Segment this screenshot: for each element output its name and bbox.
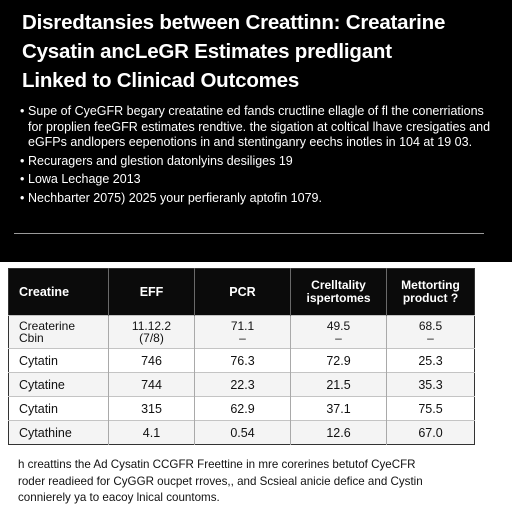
column-header-label: EFF: [139, 284, 164, 299]
cell-subvalue: –: [335, 331, 342, 345]
bullet-item: Recuragers and glestion datonlyins desil…: [20, 154, 498, 170]
table-cell: 744: [108, 372, 195, 397]
table-cell: 22.3: [194, 372, 291, 397]
table-cell: 37.1: [290, 396, 387, 421]
comparison-table: Creatine EFF PCR Crelltality ispertomes M…: [8, 268, 475, 445]
column-header: Mettorting product ?: [387, 269, 475, 316]
column-header: Creatine: [8, 268, 109, 316]
footer-note: h creattins the Ad Cysatin CCGFR Freetti…: [18, 457, 498, 507]
row-label: Cytatin: [8, 348, 109, 373]
table-cell: 746: [108, 348, 195, 373]
cell-subvalue: –: [239, 331, 246, 345]
cell-subvalue: –: [427, 331, 434, 345]
bullet-item: Nechbarter 2075) 2025 your perfieranly a…: [20, 191, 498, 207]
column-header: Crelltality ispertomes: [290, 268, 387, 316]
bullet-item: Supe of CyeGFR begary creatatine ed fand…: [20, 104, 498, 151]
column-header-label: Crelltality: [311, 278, 366, 292]
bullet-list: Supe of CyeGFR begary creatatine ed fand…: [20, 104, 498, 209]
row-label: Cytatine: [8, 372, 109, 397]
row-label: Createrine Cbin: [8, 315, 109, 349]
cell-subvalue: (7/8): [139, 331, 164, 345]
title-line: Disredtansies between Creattinn: Creatar…: [22, 11, 446, 34]
table-cell: 72.9: [290, 348, 387, 373]
row-label-text: Createrine: [19, 319, 76, 333]
footer-line: connierely ya to eacoy lnical countoms.: [18, 491, 220, 504]
table-body: Createrine Cbin 11.12.2 (7/8) 71.1– 49.5– …: [8, 315, 475, 445]
table-cell: 76.3: [194, 348, 291, 373]
divider: [14, 233, 484, 234]
table-cell: 75.5: [386, 396, 475, 421]
table-cell: 4.1: [108, 420, 195, 445]
table-cell: 35.3: [386, 372, 475, 397]
table-cell: 71.1–: [194, 315, 291, 349]
column-header-sublabel: product ?: [402, 291, 459, 305]
table-cell: 11.12.2 (7/8): [108, 315, 195, 349]
cell-value: 68.5: [418, 319, 443, 333]
row-label: Cytatin: [8, 396, 109, 421]
footer-line: h creattins the Ad Cysatin CCGFR Freetti…: [18, 458, 416, 471]
table-row: Createrine Cbin 11.12.2 (7/8) 71.1– 49.5– …: [8, 315, 475, 349]
cell-value: 11.12.2: [131, 319, 172, 333]
page-title: Disredtansies between Creattinn: Creatar…: [22, 8, 502, 95]
table-cell: 315: [108, 396, 195, 421]
header-panel: Disredtansies between Creattinn: Creatar…: [0, 0, 512, 262]
footer-line: roder readieed for CyGGR oucpet rroves,,…: [18, 474, 423, 488]
column-header-label: Mettorting: [401, 278, 460, 292]
table-cell: 67.0: [386, 420, 475, 445]
table-cell: 12.6: [290, 420, 387, 445]
table-cell: 25.3: [386, 348, 475, 373]
comparison-table-container: Creatine EFF PCR Crelltality ispertomes M…: [8, 268, 475, 445]
bullet-item: Lowa Lechage 2013: [20, 172, 498, 188]
row-label: Cytathine: [8, 420, 109, 445]
table-cell: 21.5: [290, 372, 387, 397]
column-header-sublabel: ispertomes: [306, 291, 371, 305]
table-row: Cytathine 4.1 0.54 12.6 67.0: [8, 420, 475, 445]
cell-value: 71.1: [230, 319, 255, 333]
column-header-label: Creatine: [19, 284, 70, 299]
table-header-row: Creatine EFF PCR Crelltality ispertomes M…: [8, 268, 475, 316]
table-row: Cytatin 315 62.9 37.1 75.5: [8, 396, 475, 421]
column-header: EFF: [108, 268, 195, 316]
row-label-subtext: Cbin: [19, 331, 44, 345]
table-cell: 0.54: [194, 420, 291, 445]
table-cell: 49.5–: [290, 315, 387, 349]
table-header: Creatine EFF PCR Crelltality ispertomes M…: [8, 268, 475, 316]
cell-value: 49.5: [326, 319, 351, 333]
title-line: Linked to Clinicad Outcomes: [22, 69, 300, 92]
table-row: Cytatin 746 76.3 72.9 25.3: [8, 348, 475, 373]
table-cell: 68.5–: [386, 315, 475, 349]
table-row: Cytatine 744 22.3 21.5 35.3: [8, 372, 475, 397]
column-header-label: PCR: [229, 284, 256, 299]
title-line: Cysatin ancLeGR Estimates predligant: [22, 40, 392, 63]
table-cell: 62.9: [194, 396, 291, 421]
column-header: PCR: [194, 268, 291, 316]
